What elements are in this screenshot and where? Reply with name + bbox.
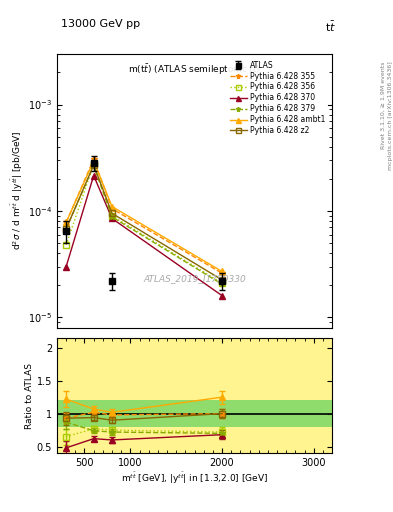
Text: 13000 GeV pp: 13000 GeV pp (61, 19, 140, 30)
Pythia 6.428 356 (110, 213, 114, 219)
Pythia 6.428 355 (91, 156, 96, 162)
Pythia 6.428 379 (220, 281, 224, 287)
Pythia 6.428 355 (110, 206, 114, 212)
Line: Pythia 6.428 z2: Pythia 6.428 z2 (63, 162, 225, 283)
Legend: ATLAS, Pythia 6.428 355, Pythia 6.428 356, Pythia 6.428 370, Pythia 6.428 379, P: ATLAS, Pythia 6.428 355, Pythia 6.428 35… (227, 57, 328, 138)
Bar (57, 400, 332, 427)
Text: m(t$\bar{t}$) (ATLAS semileptonic t$\bar{t}$): m(t$\bar{t}$) (ATLAS semileptonic t$\bar… (128, 62, 261, 77)
Y-axis label: d$^{2}\sigma$ / d m$^{t\bar{t}}$ d |y$^{t\bar{t}}$| [pb/GeV]: d$^{2}\sigma$ / d m$^{t\bar{t}}$ d |y$^{… (9, 131, 25, 250)
Line: Pythia 6.428 ambt1: Pythia 6.428 ambt1 (63, 158, 225, 274)
Text: t$\bar{t}$: t$\bar{t}$ (325, 19, 336, 34)
Line: Pythia 6.428 355: Pythia 6.428 355 (63, 157, 225, 276)
Text: ATLAS_2019_I1750330: ATLAS_2019_I1750330 (143, 274, 246, 283)
Pythia 6.428 370 (91, 173, 96, 179)
Pythia 6.428 355 (64, 219, 68, 225)
Pythia 6.428 356 (91, 161, 96, 167)
Line: Pythia 6.428 370: Pythia 6.428 370 (63, 173, 225, 298)
Bar (57, 338, 332, 453)
Y-axis label: Ratio to ATLAS: Ratio to ATLAS (25, 362, 34, 429)
Pythia 6.428 ambt1 (91, 158, 96, 164)
Pythia 6.428 356 (220, 280, 224, 286)
Pythia 6.428 ambt1 (64, 219, 68, 225)
Pythia 6.428 z2 (64, 226, 68, 232)
Line: Pythia 6.428 379: Pythia 6.428 379 (63, 163, 225, 287)
Pythia 6.428 370 (64, 264, 68, 270)
Text: mcplots.cern.ch [arXiv:1306.3436]: mcplots.cern.ch [arXiv:1306.3436] (388, 61, 393, 170)
Pythia 6.428 379 (91, 163, 96, 169)
Pythia 6.428 z2 (220, 277, 224, 283)
Pythia 6.428 370 (220, 292, 224, 298)
Pythia 6.428 370 (110, 216, 114, 222)
Line: Pythia 6.428 356: Pythia 6.428 356 (63, 161, 225, 286)
Text: Rivet 3.1.10, ≥ 1.9M events: Rivet 3.1.10, ≥ 1.9M events (381, 61, 386, 149)
Pythia 6.428 379 (64, 226, 68, 232)
Pythia 6.428 379 (110, 214, 114, 220)
X-axis label: m$^{t\bar{t}}$ [GeV], |y$^{t\bar{t}}$| in [1.3,2.0] [GeV]: m$^{t\bar{t}}$ [GeV], |y$^{t\bar{t}}$| i… (121, 471, 268, 486)
Pythia 6.428 356 (64, 242, 68, 248)
Pythia 6.428 z2 (91, 162, 96, 168)
Pythia 6.428 355 (220, 270, 224, 276)
Pythia 6.428 ambt1 (110, 203, 114, 209)
Pythia 6.428 z2 (110, 210, 114, 217)
Pythia 6.428 ambt1 (220, 268, 224, 274)
